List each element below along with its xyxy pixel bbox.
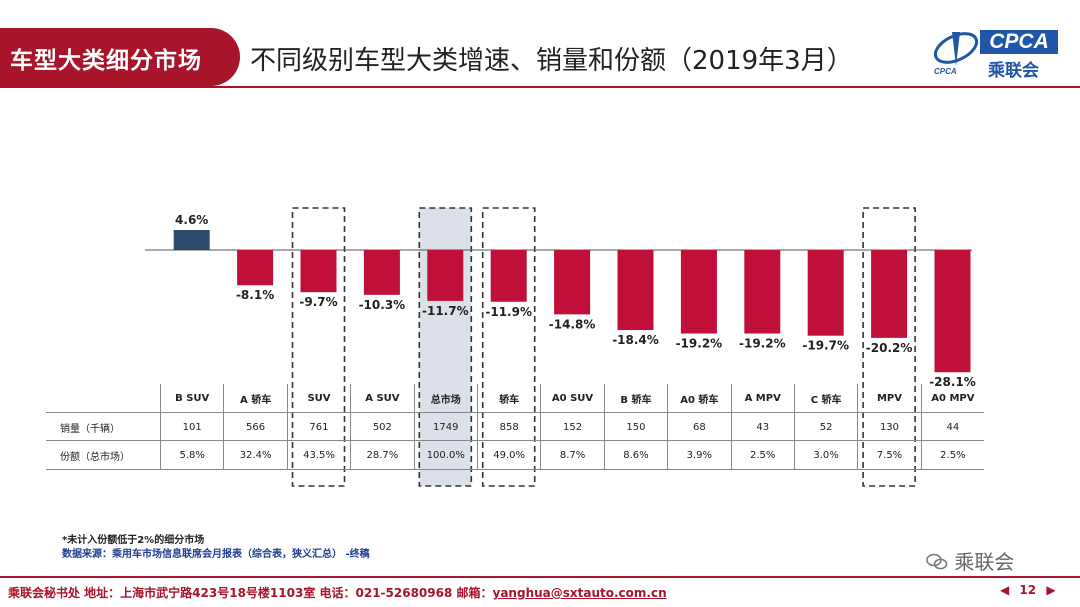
row-label-sales: 销量（千辆） (60, 423, 120, 435)
table-cell-0-5: 858 (476, 413, 540, 441)
bar-9 (744, 250, 781, 334)
column-header-6: A0 SUV (540, 384, 603, 412)
column-header-4: 总市场 (413, 384, 477, 412)
bar-label-7: -18.4% (612, 333, 659, 347)
bar-0 (173, 229, 210, 250)
table-cell-1-3: 28.7% (350, 441, 413, 469)
section-title: 车型大类细分市场 (10, 48, 202, 74)
bar-label-12: -28.1% (929, 375, 976, 389)
table-header-row: B SUV A 轿车 SUV A SUV 总市场 轿车 A0 SUV B 轿车 A0 轿车 A M… (46, 384, 984, 412)
table-cell-0-12: 44 (920, 413, 984, 441)
bar-7 (617, 250, 654, 331)
table-cell-1-12: 2.5% (920, 441, 984, 469)
bar-12 (934, 250, 971, 373)
prev-page-icon[interactable]: ◀ (1000, 583, 1010, 597)
table-cell-0-0: 101 (160, 413, 223, 441)
wechat-badge: 乘联会 (926, 546, 1014, 575)
bar-6 (554, 250, 591, 315)
table-cell-1-5: 49.0% (476, 441, 540, 469)
table-cell-1-4: 100.0% (413, 441, 477, 469)
email-link[interactable]: yanghua@sxtauto.com.cn (492, 586, 667, 600)
cpca-logo: CPCA CPCA 乘联会 (930, 24, 1070, 82)
table-corner (46, 384, 160, 412)
table-cell-1-8: 3.9% (667, 441, 730, 469)
table-cell-0-4: 1749 (413, 413, 477, 441)
table-cell-1-0: 5.8% (160, 441, 223, 469)
bar-label-3: -10.3% (359, 298, 406, 312)
logo-emblem-text: CPCA (934, 67, 957, 76)
footnote: *未计入份额低于2%的细分市场 (62, 535, 205, 546)
bar-3 (363, 250, 400, 295)
bar-2 (300, 250, 337, 293)
next-page-icon[interactable]: ▶ (1046, 583, 1056, 597)
contact-info: 乘联会秘书处 地址：上海市武宁路423号18号楼1103室 电话：021-526… (8, 584, 667, 601)
section-tab: 车型大类细分市场 (0, 28, 240, 86)
table-cell-1-7: 8.6% (603, 441, 667, 469)
table-cell-0-8: 68 (667, 413, 730, 441)
bar-10 (807, 250, 844, 336)
table-cell-1-1: 32.4% (223, 441, 286, 469)
column-header-10: C 轿车 (793, 384, 857, 412)
table-cell-0-7: 150 (603, 413, 667, 441)
wechat-icon (926, 553, 948, 570)
bar-label-8: -19.2% (676, 337, 723, 351)
bar-label-0: 4.6% (175, 213, 208, 227)
column-header-7: B 轿车 (603, 384, 667, 412)
column-header-2: SUV (286, 384, 350, 412)
table-cell-1-9: 2.5% (730, 441, 794, 469)
table-row-sales: 销量（千辆） 101 566 761 502 1749 858 152 150 68 43 52 13… (46, 412, 984, 441)
wechat-name: 乘联会 (954, 550, 1015, 574)
table-cell-1-11: 7.5% (857, 441, 920, 469)
column-header-9: A MPV (730, 384, 794, 412)
column-header-5: 轿车 (476, 384, 540, 412)
table-cell-1-10: 3.0% (793, 441, 857, 469)
bar-label-4: -11.7% (422, 304, 469, 318)
sales-table: B SUV A 轿车 SUV A SUV 总市场 轿车 A0 SUV B 轿车 A0 轿车 A M… (46, 384, 984, 470)
data-source: 数据来源：乘用车市场信息联席会月报表（综合表，狭义汇总） -终稿 (62, 549, 370, 560)
column-header-12: A0 MPV (920, 384, 984, 412)
table-cell-0-10: 52 (793, 413, 857, 441)
bar-11 (871, 250, 908, 338)
column-header-3: A SUV (350, 384, 413, 412)
bar-label-1: -8.1% (236, 288, 274, 302)
bar-label-2: -9.7% (299, 295, 337, 309)
bar-4 (427, 250, 464, 301)
bar-label-6: -14.8% (549, 317, 596, 331)
page-title: 不同级别车型大类增速、销量和份额（2019年3月） (250, 46, 853, 76)
column-header-1: A 轿车 (223, 384, 286, 412)
logo-emblem-icon: CPCA (933, 32, 979, 76)
column-header-8: A0 轿车 (667, 384, 730, 412)
table-cell-1-2: 43.5% (286, 441, 350, 469)
logo-subtext: 乘联会 (988, 61, 1039, 81)
pager: ◀ 12 ▶ (1000, 583, 1056, 597)
bar-label-5: -11.9% (485, 305, 532, 319)
bar-label-10: -19.7% (802, 339, 849, 353)
table-cell-0-1: 566 (223, 413, 286, 441)
table-cell-0-3: 502 (350, 413, 413, 441)
footer-divider (0, 576, 1080, 578)
header-divider (0, 86, 1080, 88)
row-label-share: 份额（总市场） (60, 451, 130, 463)
table-cell-0-9: 43 (730, 413, 794, 441)
table-cell-0-11: 130 (857, 413, 920, 441)
column-header-11: MPV (857, 384, 920, 412)
bar-1 (237, 250, 274, 286)
highlight-frame-2 (291, 207, 346, 487)
bar-5 (490, 250, 527, 302)
bar-label-11: -20.2% (866, 341, 913, 355)
table-row-share: 份额（总市场） 5.8% 32.4% 43.5% 28.7% 100.0% 49.0% 8.… (46, 440, 984, 470)
bar-label-9: -19.2% (739, 337, 786, 351)
column-header-0: B SUV (160, 384, 223, 412)
logo-text: CPCA (980, 30, 1058, 54)
page-number: 12 (1019, 583, 1037, 597)
highlight-frame-11 (862, 207, 916, 487)
table-cell-0-6: 152 (540, 413, 603, 441)
table-cell-1-6: 8.7% (540, 441, 603, 469)
highlight-frame-5 (481, 207, 536, 487)
contact-text: 乘联会秘书处 地址：上海市武宁路423号18号楼1103室 电话：021-526… (8, 586, 493, 600)
table-cell-0-2: 761 (286, 413, 350, 441)
bar-8 (680, 250, 717, 334)
